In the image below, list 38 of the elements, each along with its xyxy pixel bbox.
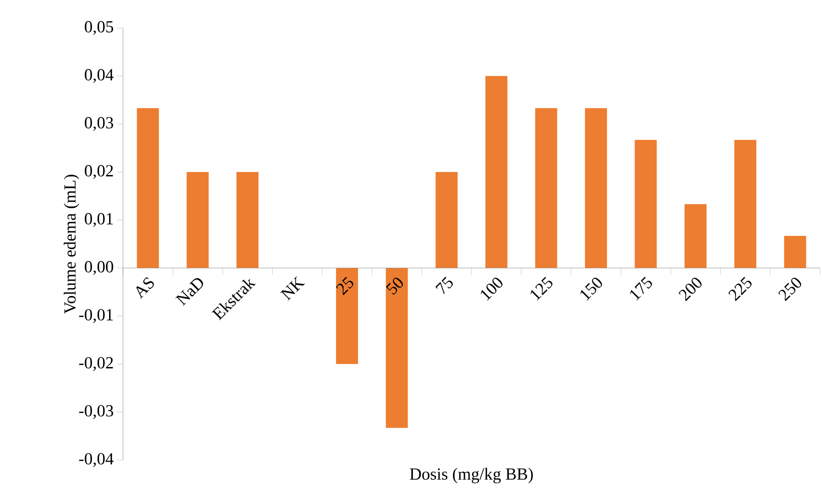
- x-tick-label: 75: [435, 276, 453, 294]
- y-tick-label: 0,04: [84, 69, 114, 83]
- bar: [136, 108, 159, 268]
- x-axis-title: Dosis (mg/kg BB): [410, 468, 533, 484]
- bar: [584, 108, 607, 268]
- y-tick-label: -0,04: [79, 453, 114, 467]
- x-tick-label: 175: [630, 276, 652, 301]
- bar: [436, 172, 458, 268]
- y-tick-label: 0,05: [84, 21, 114, 35]
- x-tick-label: 125: [530, 276, 552, 301]
- x-tick-label: NK: [280, 276, 305, 300]
- bar: [784, 236, 806, 268]
- y-tick-label: 0,02: [84, 165, 113, 179]
- y-tick-label: -0,02: [79, 357, 113, 371]
- y-tick-label: -0,01: [79, 309, 113, 323]
- x-tick-label: 150: [580, 278, 602, 301]
- x-tick-label: 25: [336, 276, 354, 296]
- y-tick-label: 0,01: [84, 213, 113, 227]
- x-tick-label: AS: [136, 277, 154, 299]
- x-tick-label: 225: [728, 276, 752, 302]
- x-tick-label: 50: [386, 278, 403, 295]
- y-tick-label: 0,00: [84, 261, 114, 275]
- x-tick-label: 100: [480, 278, 502, 301]
- bar: [535, 108, 558, 268]
- bar: [336, 268, 358, 364]
- y-tick-label: 0,03: [84, 117, 114, 131]
- y-axis-title: Volume edema (mL): [64, 174, 80, 314]
- bar: [634, 140, 657, 268]
- bar: [684, 204, 707, 268]
- y-tick-label: -0,03: [79, 405, 114, 419]
- x-tick-label: NaD: [175, 278, 204, 306]
- x-tick-label: 250: [778, 278, 802, 302]
- bar: [186, 172, 209, 268]
- bar: [485, 76, 508, 268]
- x-tick-label: 200: [678, 278, 702, 302]
- bar: [734, 140, 756, 268]
- bar: [236, 172, 258, 268]
- bar: [386, 268, 408, 428]
